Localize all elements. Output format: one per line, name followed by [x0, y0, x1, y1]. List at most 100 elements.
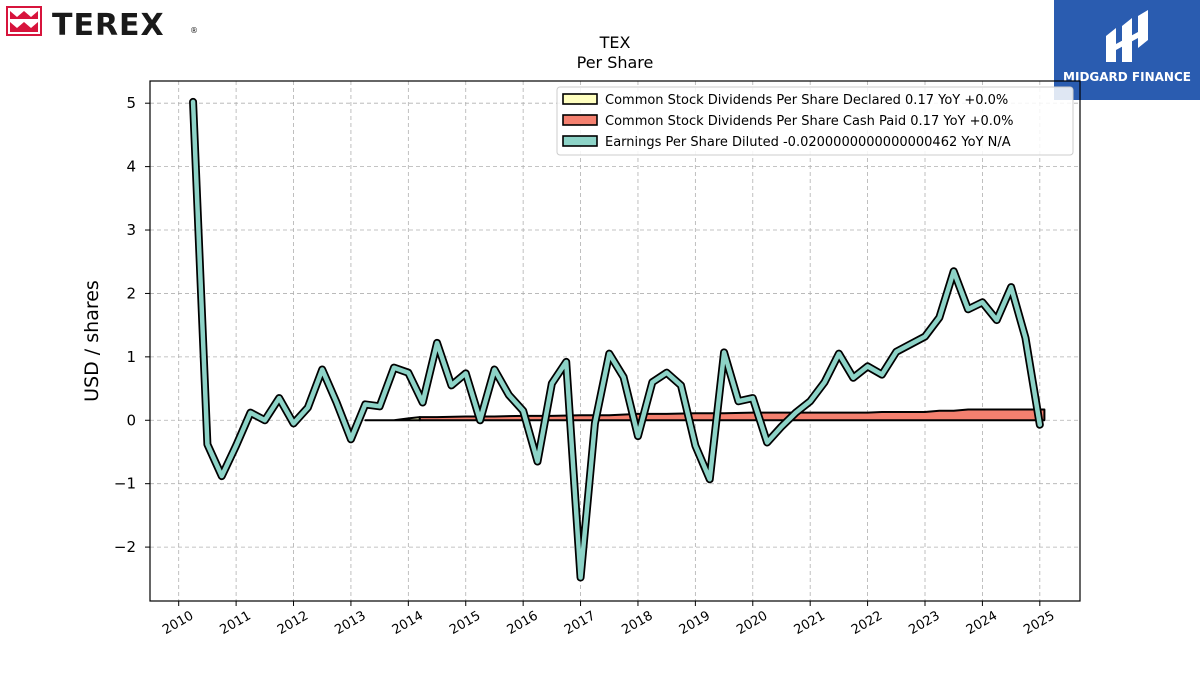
eps-point [364, 403, 366, 406]
legend: Common Stock Dividends Per Share Declare… [556, 86, 1074, 156]
plot-frame [149, 80, 1081, 602]
eps-point [565, 361, 567, 363]
x-tick-label: 2023 [906, 608, 942, 638]
eps-point [1039, 424, 1041, 426]
series-area-declared [364, 416, 421, 422]
logo-wordmark: TEREX [52, 8, 165, 43]
x-tick-label: 2021 [792, 608, 828, 638]
series-area-cash-paid [418, 408, 1046, 422]
y-axis-ticks: −2 −1 0 1 2 3 4 5 [114, 94, 150, 556]
y-axis-label: USD / shares [81, 280, 103, 402]
eps-point [666, 372, 668, 374]
eps-point [752, 397, 754, 399]
x-tick-label: 2012 [275, 608, 311, 638]
eps-point [264, 419, 266, 421]
eps-point [307, 406, 309, 409]
midgard-emblem-icon [1106, 10, 1148, 62]
eps-point [866, 365, 869, 367]
x-tick-label: 2017 [562, 608, 598, 638]
series-line-eps [190, 99, 1043, 580]
midgard-finance-badge: MIDGARD FINANCE [1054, 0, 1200, 100]
eps-point [623, 376, 625, 378]
eps-point [709, 478, 711, 480]
terex-emblem-icon [6, 6, 42, 36]
legend-box [556, 86, 1074, 156]
eps-point [766, 441, 768, 444]
x-tick-label: 2014 [390, 608, 426, 638]
eps-point [823, 381, 826, 383]
eps-point [953, 270, 955, 272]
eps-point [694, 445, 696, 447]
legend-label-eps: Earnings Per Share Diluted -0.0200000000… [605, 135, 1011, 150]
eps-point [895, 351, 897, 353]
chart-title: TEX [599, 33, 631, 52]
y-tick-label: 2 [126, 284, 136, 302]
eps-point [852, 377, 854, 379]
eps-point [780, 426, 783, 428]
eps-point [393, 367, 395, 369]
eps-point [809, 400, 811, 402]
eps-point [967, 308, 969, 310]
eps-point [536, 460, 539, 463]
badge-label: MIDGARD FINANCE [1063, 70, 1191, 84]
eps-point [321, 368, 323, 371]
eps-point [508, 394, 510, 396]
eps-point [407, 372, 409, 374]
eps-point [235, 445, 237, 447]
series-line-eps-outline [189, 97, 1044, 582]
eps-point [379, 405, 381, 407]
eps-point [608, 353, 610, 355]
eps-point [192, 101, 194, 103]
eps-point [651, 381, 653, 383]
chart-subtitle: Per Share [577, 53, 654, 72]
y-tick-label: 5 [126, 94, 136, 112]
eps-point [924, 335, 926, 338]
eps-point [465, 372, 467, 374]
eps-point [881, 374, 883, 376]
legend-swatch-cash-paid [562, 114, 598, 126]
y-tick-label: 1 [126, 348, 136, 366]
x-tick-label: 2015 [447, 608, 483, 638]
eps-point [206, 443, 209, 445]
legend-label-declared: Common Stock Dividends Per Share Declare… [605, 93, 1008, 108]
eps-point [479, 419, 481, 421]
series-areas [364, 408, 1046, 422]
eps-point [996, 319, 998, 321]
y-tick-label: 4 [126, 158, 136, 176]
eps-point [522, 410, 524, 412]
x-tick-label: 2013 [332, 608, 368, 638]
eps-point [838, 353, 840, 355]
eps-point [350, 438, 352, 440]
legend-swatch-declared [562, 93, 598, 105]
eps-point [680, 384, 682, 386]
grid [150, 81, 1080, 601]
eps-point [910, 343, 912, 345]
eps-point [278, 397, 280, 399]
terex-logo: TEREX ® [6, 6, 206, 43]
eps-point [981, 301, 984, 303]
eps-point [723, 351, 725, 354]
eps-point [594, 422, 596, 425]
x-tick-label: 2025 [1021, 608, 1057, 638]
y-tick-label: 0 [126, 411, 136, 429]
eps-point [938, 316, 940, 319]
x-tick-label: 2018 [619, 608, 655, 638]
y-tick-label: −1 [114, 475, 136, 493]
eps-point [637, 435, 639, 437]
x-tick-label: 2024 [964, 608, 1000, 638]
y-tick-label: 3 [126, 221, 136, 239]
series-lines [189, 97, 1044, 582]
eps-point [335, 401, 338, 404]
eps-point [450, 384, 452, 386]
eps-point [221, 475, 223, 477]
x-tick-label: 2019 [677, 608, 713, 638]
eps-point [737, 400, 740, 402]
x-tick-label: 2016 [505, 608, 541, 638]
y-tick-label: −2 [114, 538, 136, 556]
eps-point [249, 412, 252, 414]
logo-registered-mark: ® [190, 26, 198, 35]
eps-point [422, 401, 424, 404]
eps-point [551, 382, 553, 385]
x-tick-label: 2020 [734, 608, 770, 638]
